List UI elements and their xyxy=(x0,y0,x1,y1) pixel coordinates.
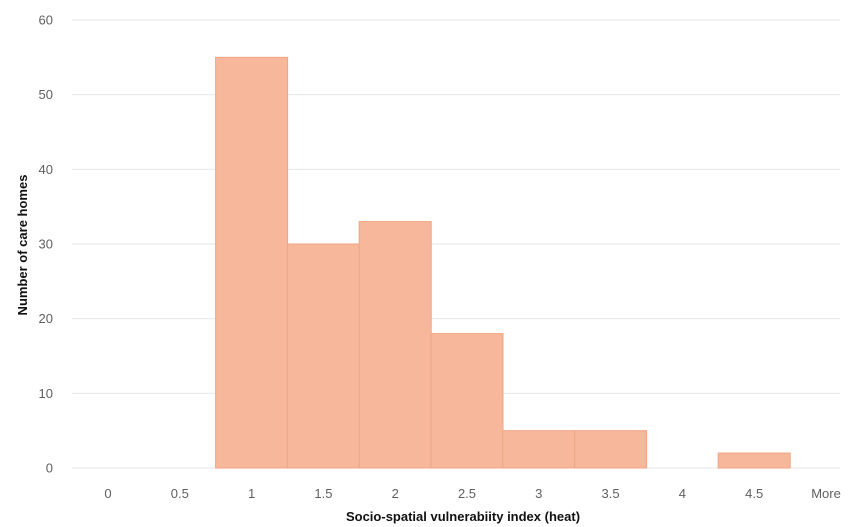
x-tick-label: 1.5 xyxy=(314,486,332,501)
histogram-bar-1.5 xyxy=(286,243,360,469)
x-tick-label: 4 xyxy=(679,486,686,501)
y-tick-label: 20 xyxy=(39,311,53,326)
histogram-bar-2 xyxy=(358,221,432,469)
x-axis-ticks: 0 0.5 1 1.5 2 2.5 3 3.5 4 4.5 More xyxy=(104,486,840,501)
y-tick-label: 10 xyxy=(39,386,53,401)
histogram-bar-3 xyxy=(502,430,576,469)
x-tick-label: 4.5 xyxy=(745,486,763,501)
x-axis-title: Socio-spatial vulnerabiity index (heat) xyxy=(346,509,580,524)
gridlines xyxy=(72,19,840,469)
histogram-bar-3.5 xyxy=(574,430,648,469)
x-tick-label: 0.5 xyxy=(171,486,189,501)
bars xyxy=(215,56,791,469)
x-tick-label: 3 xyxy=(535,486,542,501)
y-tick-label: 50 xyxy=(39,87,53,102)
y-tick-label: 60 xyxy=(39,13,53,28)
histogram-bar-4.5 xyxy=(717,452,791,469)
histogram-bar-2.5 xyxy=(430,333,504,469)
histogram-bar-1 xyxy=(215,56,289,469)
y-axis-title: Number of care homes xyxy=(15,175,30,316)
y-tick-label: 40 xyxy=(39,162,53,177)
x-tick-label: 2 xyxy=(392,486,399,501)
y-tick-label: 30 xyxy=(39,237,53,252)
x-tick-label: 0 xyxy=(104,486,111,501)
y-axis-ticks: 0 10 20 30 40 50 60 xyxy=(39,13,53,476)
x-tick-label: More xyxy=(811,486,841,501)
y-tick-label: 0 xyxy=(46,461,53,476)
x-tick-label: 1 xyxy=(248,486,255,501)
x-tick-label: 3.5 xyxy=(602,486,620,501)
x-tick-label: 2.5 xyxy=(458,486,476,501)
